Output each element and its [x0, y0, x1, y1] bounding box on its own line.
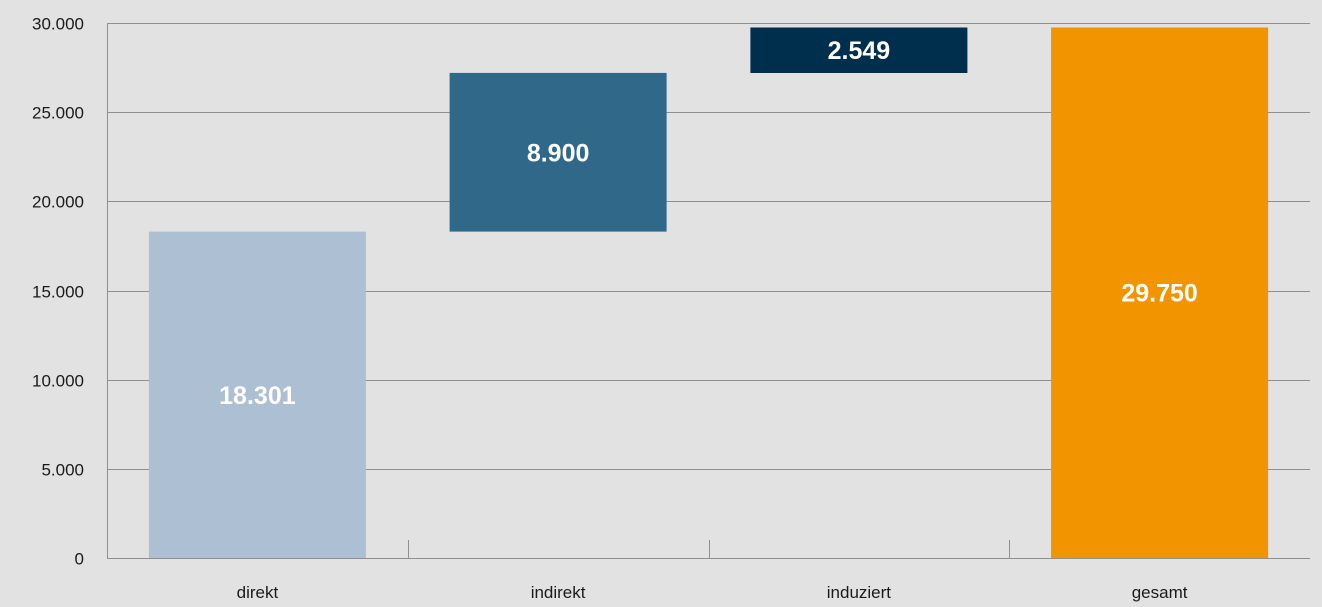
y-tick-label: 5.000	[41, 461, 84, 480]
data-label-direkt: 18.301	[219, 382, 296, 410]
data-label-indirekt: 8.900	[527, 139, 590, 167]
bar-induziert	[750, 27, 968, 73]
y-tick-label: 20.000	[32, 193, 84, 212]
x-tick-label-direkt: direkt	[237, 583, 279, 602]
y-tick-label: 25.000	[32, 104, 84, 123]
y-tick-label: 15.000	[32, 283, 84, 302]
y-tick-label: 30.000	[32, 15, 84, 34]
x-tick-label-induziert: induziert	[827, 583, 892, 602]
x-tick-label-gesamt: gesamt	[1132, 583, 1188, 602]
bars	[148, 27, 1269, 558]
axes: 0 5.000 10.000 15.000 20.000 25.000 30.000 dire…	[32, 15, 1310, 602]
bar-gesamt	[1051, 27, 1269, 558]
y-tick-label: 10.000	[32, 372, 84, 391]
data-labels: 18.301 8.900 2.549 29.750	[219, 37, 1198, 410]
y-tick-label: 0	[75, 550, 84, 569]
bar-indirekt	[449, 72, 667, 232]
data-label-gesamt: 29.750	[1121, 280, 1197, 308]
bar-direkt	[148, 231, 366, 558]
data-label-induziert: 2.549	[828, 37, 891, 65]
x-tick-label-indirekt: indirekt	[531, 583, 586, 602]
